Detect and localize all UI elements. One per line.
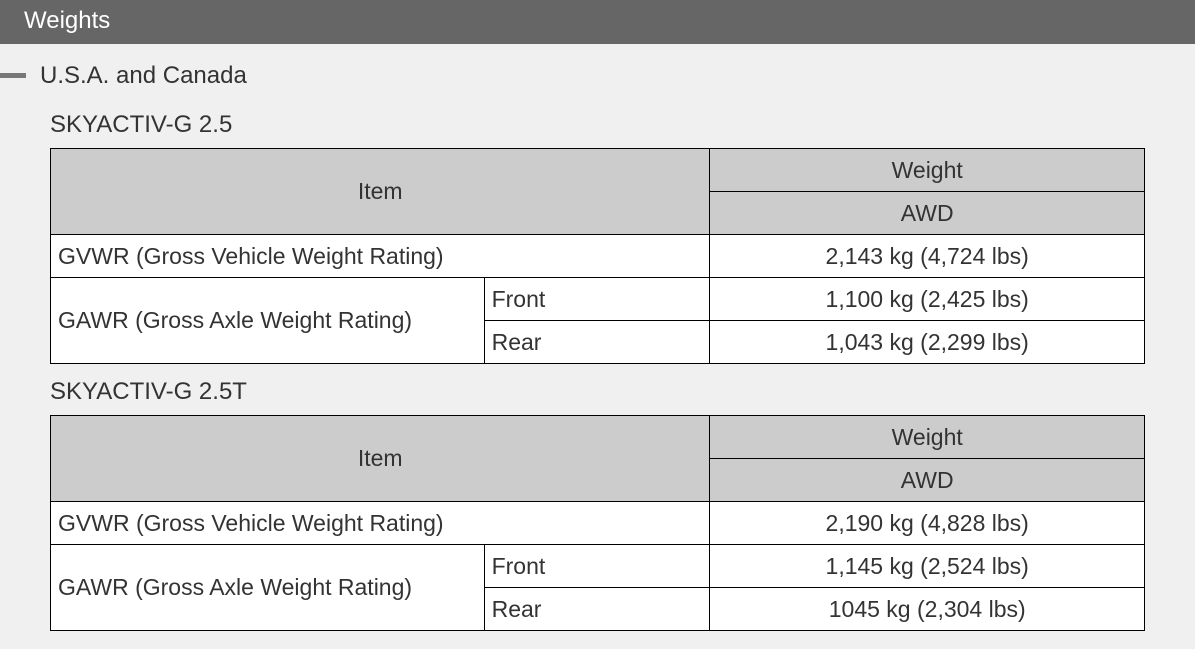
header-awd: AWD [709, 191, 1145, 235]
rear-label: Rear [483, 587, 711, 631]
header-item: Item [49, 148, 711, 235]
header-awd: AWD [709, 458, 1145, 502]
table-caption: SKYACTIV-G 2.5T [50, 378, 247, 405]
gvwr-value: 2,190 kg (4,828 lbs) [709, 501, 1145, 545]
front-label: Front [483, 544, 711, 588]
gvwr-label: GVWR (Gross Vehicle Weight Rating) [49, 501, 711, 545]
section-header: Weights [0, 0, 1195, 44]
rear-label: Rear [483, 320, 711, 364]
rear-value: 1045 kg (2,304 lbs) [709, 587, 1145, 631]
front-label: Front [483, 277, 711, 321]
header-item: Item [49, 415, 711, 502]
gawr-label: GAWR (Gross Axle Weight Rating) [50, 277, 485, 364]
weights-table: Item Weight AWD GVWR (Gross Vehicle Weigh… [49, 415, 1145, 631]
collapse-dash-icon[interactable] [0, 73, 26, 78]
header-weight: Weight [709, 148, 1145, 192]
front-value: 1,145 kg (2,524 lbs) [709, 544, 1145, 588]
section-title: Weights [24, 7, 111, 34]
rear-value: 1,043 kg (2,299 lbs) [709, 320, 1145, 364]
front-value: 1,100 kg (2,425 lbs) [709, 277, 1145, 321]
table-caption: SKYACTIV-G 2.5 [50, 111, 233, 138]
gvwr-value: 2,143 kg (4,724 lbs) [709, 234, 1145, 278]
weights-table: Item Weight AWD GVWR (Gross Vehicle Weigh… [49, 148, 1145, 364]
region-title: U.S.A. and Canada [40, 62, 247, 89]
header-weight: Weight [709, 415, 1145, 459]
gawr-label: GAWR (Gross Axle Weight Rating) [50, 544, 485, 631]
gvwr-label: GVWR (Gross Vehicle Weight Rating) [49, 234, 711, 278]
